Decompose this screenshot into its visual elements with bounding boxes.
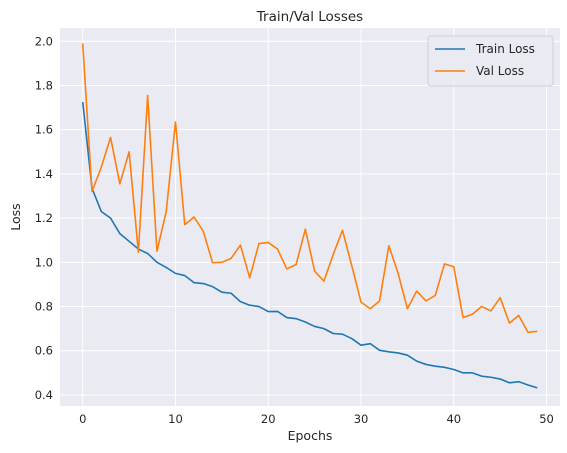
y-tick-label: 0.6 <box>35 344 53 358</box>
legend-label-train-loss: Train Loss <box>475 42 535 56</box>
plot-background <box>60 28 560 406</box>
y-tick-label: 1.8 <box>35 78 53 92</box>
legend: Train Loss Val Loss <box>427 35 554 87</box>
x-tick-label: 30 <box>354 412 369 426</box>
x-tick-label: 50 <box>539 412 554 426</box>
x-tick-label: 0 <box>79 412 86 426</box>
x-tick-label: 20 <box>261 412 276 426</box>
x-tick-label: 10 <box>168 412 183 426</box>
y-tick-label: 2.0 <box>35 34 53 48</box>
y-tick-label: 0.8 <box>35 300 53 314</box>
x-tick-label: 40 <box>446 412 461 426</box>
series-line-val-loss <box>81 43 538 334</box>
x-axis-label: Epochs <box>288 428 333 443</box>
series-layer <box>81 43 538 389</box>
y-tick-label: 1.2 <box>35 211 53 225</box>
y-tick-label: 1.4 <box>35 167 53 181</box>
series-line-train-loss <box>81 101 538 389</box>
grid-lines <box>60 28 560 406</box>
legend-label-val-loss: Val Loss <box>476 64 524 78</box>
chart-title: Train/Val Losses <box>256 9 363 25</box>
y-tick-labels: 0.4 0.6 0.8 1.0 1.2 1.4 1.6 1.8 2.0 <box>35 34 53 402</box>
x-tick-labels: 0 10 20 30 40 50 <box>79 412 554 426</box>
y-tick-label: 1.6 <box>35 123 53 137</box>
y-axis-label: Loss <box>8 203 23 230</box>
y-tick-label: 0.4 <box>35 388 53 402</box>
y-tick-label: 1.0 <box>35 255 53 269</box>
